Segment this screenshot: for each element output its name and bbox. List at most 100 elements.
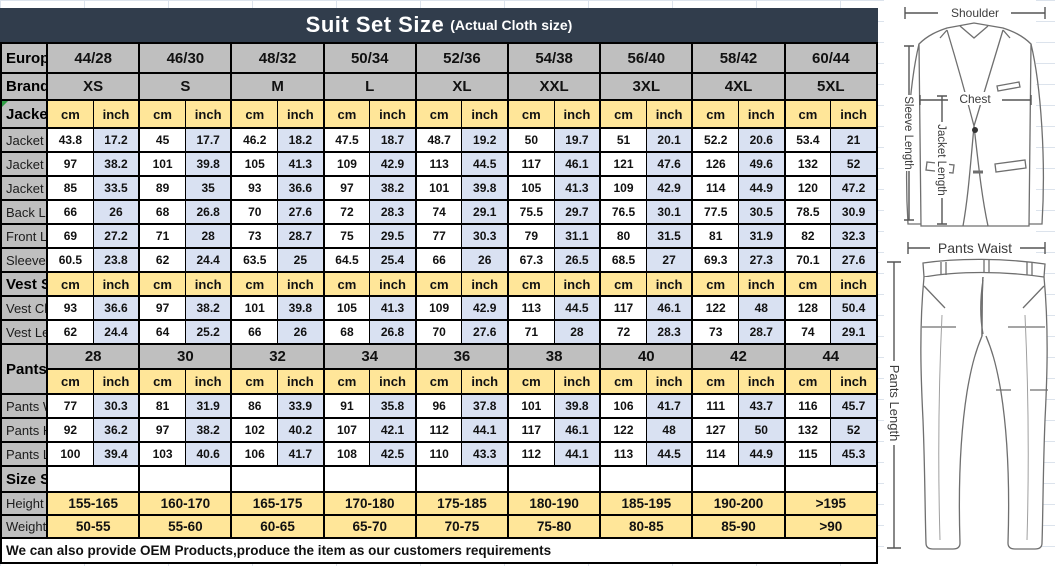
inch-value-cell: 44.5 bbox=[461, 151, 509, 177]
cm-value-cell: 101 bbox=[507, 393, 555, 419]
inch-value-cell: 36.6 bbox=[92, 295, 140, 321]
row-label: European size bbox=[0, 42, 48, 74]
size-value-cell: 44/28 bbox=[46, 42, 140, 74]
inch-value-cell: 36.2 bbox=[92, 417, 140, 443]
inch-header-cell: inch bbox=[277, 99, 325, 129]
size-value-cell: 32 bbox=[230, 343, 325, 370]
range-value-cell: >195 bbox=[783, 491, 878, 516]
inch-value-cell: 26 bbox=[277, 319, 325, 345]
cm-value-cell: 62 bbox=[46, 319, 94, 345]
inch-value-cell: 30.3 bbox=[461, 223, 509, 249]
size-value-cell: 5XL bbox=[783, 72, 878, 101]
range-value-cell: 70-75 bbox=[414, 514, 509, 539]
title-bar: Suit Set Size (Actual Cloth size) bbox=[0, 8, 878, 42]
range-value-cell: 60-65 bbox=[230, 514, 325, 539]
inch-header-cell: inch bbox=[277, 368, 325, 395]
size-value-cell: 48/32 bbox=[230, 42, 325, 74]
jacket-sketch bbox=[905, 22, 1045, 227]
inch-value-cell: 31.5 bbox=[645, 223, 693, 249]
size-chart-pane: Suit Set Size (Actual Cloth size) Europe… bbox=[0, 8, 878, 564]
table-row: Jacket Shoulder43.817.24517.746.218.247.… bbox=[0, 127, 878, 153]
cm-value-cell: 114 bbox=[691, 175, 740, 201]
size-chart-table: European size44/2846/3048/3250/3452/3654… bbox=[0, 42, 878, 564]
inch-header-cell: inch bbox=[277, 271, 325, 297]
inch-value-cell: 23.8 bbox=[92, 247, 140, 273]
inch-value-cell: 31.1 bbox=[553, 223, 601, 249]
inch-value-cell: 44.1 bbox=[553, 441, 601, 467]
table-row: Pants Hips9236.29738.210240.210742.11124… bbox=[0, 417, 878, 443]
size-value-cell: 34 bbox=[322, 343, 417, 370]
inch-header-cell: inch bbox=[645, 271, 693, 297]
cm-header-cell: cm bbox=[322, 99, 371, 129]
table-row: Sleeve Length60.523.86224.463.52564.525.… bbox=[0, 247, 878, 273]
inch-value-cell: 45.7 bbox=[830, 393, 878, 419]
range-value-cell: 190-200 bbox=[691, 491, 786, 516]
row-label: Back Length bbox=[0, 199, 48, 225]
inch-value-cell: 38.2 bbox=[184, 295, 232, 321]
inch-value-cell: 17.2 bbox=[92, 127, 140, 153]
size-value-cell: 44 bbox=[783, 343, 878, 370]
inch-header-cell: inch bbox=[369, 368, 417, 395]
inch-value-cell: 28 bbox=[184, 223, 232, 249]
table-row: Weight /kg50-5555-6060-6565-7070-7575-80… bbox=[0, 514, 878, 539]
size-value-cell: 3XL bbox=[599, 72, 693, 101]
inch-value-cell: 33.9 bbox=[277, 393, 325, 419]
cm-header-cell: cm bbox=[46, 271, 94, 297]
inch-header-cell: inch bbox=[645, 368, 693, 395]
empty-cell bbox=[138, 465, 232, 493]
inch-value-cell: 31.9 bbox=[184, 393, 232, 419]
inch-value-cell: 40.6 bbox=[184, 441, 232, 467]
size-value-cell: 30 bbox=[138, 343, 232, 370]
inch-header-cell: inch bbox=[737, 99, 786, 129]
cm-header-cell: cm bbox=[230, 99, 279, 129]
cm-value-cell: 97 bbox=[138, 417, 186, 443]
cm-value-cell: 80 bbox=[599, 223, 647, 249]
inch-value-cell: 25.2 bbox=[184, 319, 232, 345]
measurement-diagram: Shoulder Chest Jacket Length Sleeve Leng… bbox=[884, 0, 1048, 566]
cm-value-cell: 121 bbox=[599, 151, 647, 177]
cm-value-cell: 92 bbox=[46, 417, 94, 443]
row-label: Pants Length bbox=[0, 441, 48, 467]
cm-value-cell: 93 bbox=[46, 295, 94, 321]
inch-value-cell: 48 bbox=[645, 417, 693, 443]
inch-value-cell: 29.7 bbox=[553, 199, 601, 225]
range-value-cell: 175-185 bbox=[414, 491, 509, 516]
cm-value-cell: 48.7 bbox=[414, 127, 463, 153]
table-row: We can also provide OEM Products,produce… bbox=[0, 537, 878, 564]
inch-value-cell: 42.9 bbox=[369, 151, 417, 177]
cm-value-cell: 93 bbox=[230, 175, 279, 201]
inch-header-cell: inch bbox=[184, 271, 232, 297]
inch-value-cell: 46.1 bbox=[645, 295, 693, 321]
size-value-cell: 54/38 bbox=[507, 42, 601, 74]
inch-value-cell: 26 bbox=[461, 247, 509, 273]
cm-header-cell: cm bbox=[783, 271, 832, 297]
cm-value-cell: 66 bbox=[230, 319, 279, 345]
cm-header-cell: cm bbox=[138, 271, 186, 297]
inch-value-cell: 41.7 bbox=[277, 441, 325, 467]
table-row: Brand SizeXSSMLXLXXL3XL4XL5XL bbox=[0, 72, 878, 101]
inch-value-cell: 41.3 bbox=[553, 175, 601, 201]
range-value-cell: 55-60 bbox=[138, 514, 232, 539]
inch-value-cell: 30.5 bbox=[737, 199, 786, 225]
size-value-cell: 40 bbox=[599, 343, 693, 370]
cm-value-cell: 74 bbox=[414, 199, 463, 225]
size-value-cell: 52/36 bbox=[414, 42, 509, 74]
cm-header-cell: cm bbox=[507, 368, 555, 395]
inch-value-cell: 27.3 bbox=[737, 247, 786, 273]
cm-value-cell: 101 bbox=[414, 175, 463, 201]
table-row: Jacket Sizecminchcminchcminchcminchcminc… bbox=[0, 99, 878, 129]
cm-value-cell: 71 bbox=[138, 223, 186, 249]
inch-value-cell: 19.2 bbox=[461, 127, 509, 153]
oem-note: We can also provide OEM Products,produce… bbox=[0, 537, 878, 564]
size-value-cell: S bbox=[138, 72, 232, 101]
cm-value-cell: 81 bbox=[138, 393, 186, 419]
inch-value-cell: 42.9 bbox=[645, 175, 693, 201]
cm-header-cell: cm bbox=[783, 368, 832, 395]
cm-value-cell: 66 bbox=[414, 247, 463, 273]
size-value-cell: 56/40 bbox=[599, 42, 693, 74]
inch-value-cell: 42.9 bbox=[461, 295, 509, 321]
inch-value-cell: 38.2 bbox=[184, 417, 232, 443]
cm-value-cell: 52.2 bbox=[691, 127, 740, 153]
empty-cell bbox=[322, 465, 417, 493]
size-table-footer: We can also provide OEM Products,produce… bbox=[0, 537, 878, 564]
